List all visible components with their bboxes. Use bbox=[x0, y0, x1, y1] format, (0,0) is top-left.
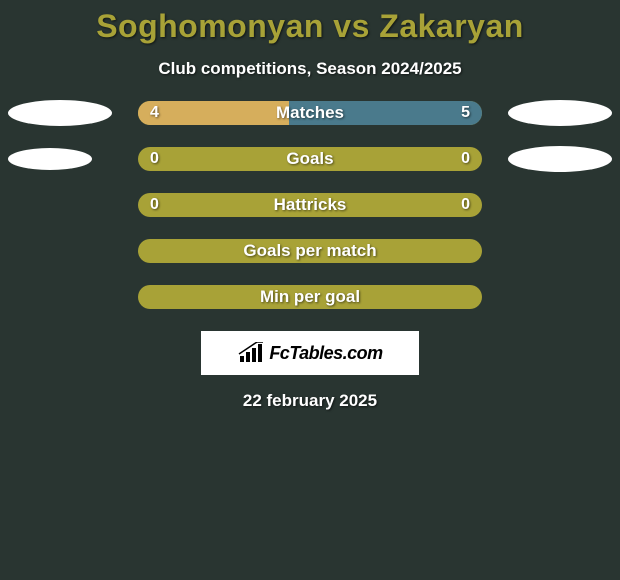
ellipse-right bbox=[508, 146, 612, 172]
stat-value-right: 5 bbox=[461, 101, 470, 125]
stat-bar: 0 0Goals bbox=[138, 147, 482, 171]
stat-row: 0 0Hattricks bbox=[0, 193, 620, 217]
stat-label: Min per goal bbox=[138, 285, 482, 309]
stat-row: 0 0Goals bbox=[0, 147, 620, 171]
brand-text: FcTables.com bbox=[269, 343, 382, 364]
brand-box: FcTables.com bbox=[201, 331, 419, 375]
comparison-infographic: Soghomonyan vs Zakaryan Club competition… bbox=[0, 0, 620, 580]
stat-row: Min per goal bbox=[0, 285, 620, 309]
stat-bar: Min per goal bbox=[138, 285, 482, 309]
stat-value-left: 4 bbox=[150, 101, 159, 125]
stat-label: Goals bbox=[138, 147, 482, 171]
stat-value-left: 0 bbox=[150, 193, 159, 217]
stat-bar: Goals per match bbox=[138, 239, 482, 263]
ellipse-left bbox=[8, 100, 112, 126]
stat-value-left: 0 bbox=[150, 147, 159, 171]
brand-chart-icon bbox=[237, 342, 265, 364]
stat-bar: 45Matches bbox=[138, 101, 482, 125]
subtitle: Club competitions, Season 2024/2025 bbox=[0, 59, 620, 79]
stat-value-right: 0 bbox=[461, 193, 470, 217]
stat-rows: 45Matches00Goals00HattricksGoals per mat… bbox=[0, 101, 620, 309]
ellipse-right bbox=[508, 100, 612, 126]
stat-bar: 0 0Hattricks bbox=[138, 193, 482, 217]
ellipse-left bbox=[8, 148, 92, 170]
stat-row: 45Matches bbox=[0, 101, 620, 125]
stat-row: Goals per match bbox=[0, 239, 620, 263]
bar-fill-left bbox=[138, 101, 289, 125]
stat-value-right: 0 bbox=[461, 147, 470, 171]
page-title: Soghomonyan vs Zakaryan bbox=[0, 0, 620, 45]
stat-label: Hattricks bbox=[138, 193, 482, 217]
stat-label: Goals per match bbox=[138, 239, 482, 263]
date-text: 22 february 2025 bbox=[0, 391, 620, 411]
bar-fill-right bbox=[289, 101, 482, 125]
